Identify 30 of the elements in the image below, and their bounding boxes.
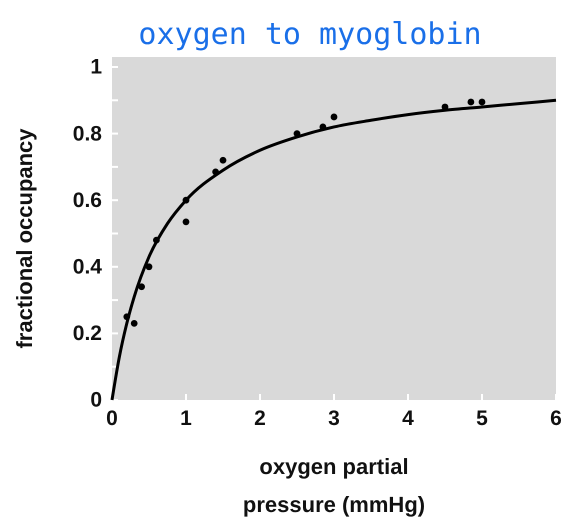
point	[212, 168, 219, 176]
point	[123, 313, 130, 320]
x-axis-title: oxygen partial pressure (mmHg)	[242, 454, 426, 517]
point	[182, 196, 190, 204]
point	[138, 283, 145, 290]
point	[478, 98, 486, 106]
y-tick-label: 0	[90, 388, 102, 412]
y-tick-label: 0.6	[72, 188, 102, 212]
chart-title: oxygen to myoglobin	[138, 17, 482, 52]
line-series	[110, 98, 558, 402]
point	[182, 218, 190, 226]
y-tick-label: 0.4	[72, 256, 102, 279]
x-tick-label: 6	[550, 406, 562, 430]
y-tick-label: 0.8	[72, 122, 102, 146]
x-tick-label: 2	[254, 406, 266, 430]
point	[330, 114, 338, 120]
x-tick-label: 5	[476, 406, 488, 430]
point	[153, 236, 160, 244]
x-tick-label: 1	[180, 406, 192, 430]
point	[468, 98, 474, 106]
point	[146, 263, 152, 270]
point	[130, 320, 138, 327]
x-tick-label: 3	[328, 406, 340, 430]
y-axis-title: fractional occupancy	[12, 128, 37, 349]
point	[294, 130, 300, 137]
x-tick-label: 4	[402, 406, 414, 430]
y-tick-label: 1	[90, 56, 102, 79]
x-tick-label: 0	[106, 406, 118, 430]
point	[220, 156, 226, 164]
y-tick-label: 0.2	[72, 322, 102, 346]
